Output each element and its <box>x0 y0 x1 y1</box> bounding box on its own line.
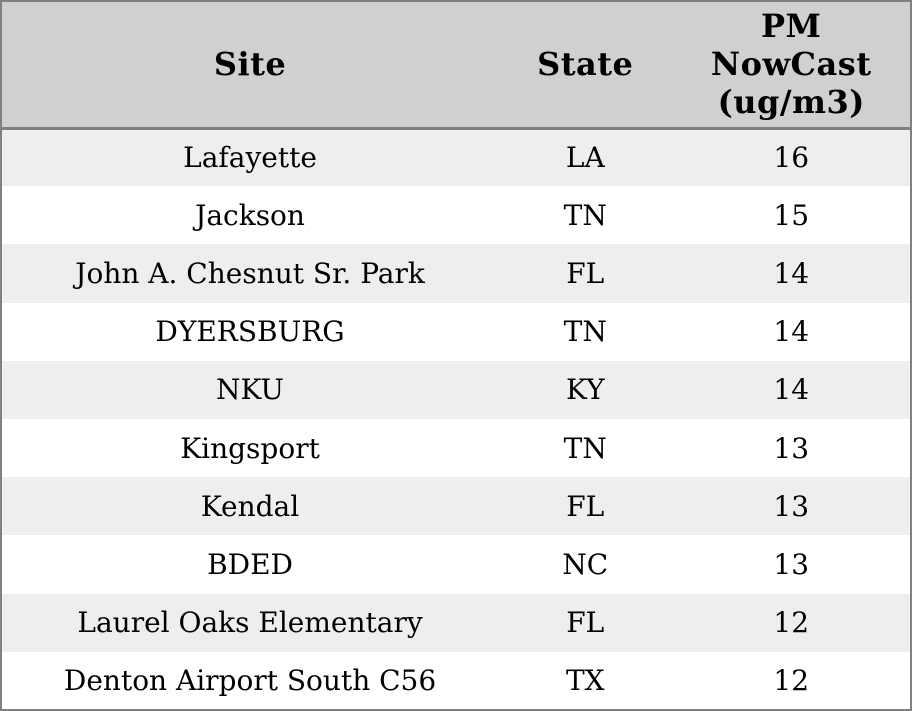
cell-state: TN <box>563 431 607 465</box>
cell-state: NC <box>562 547 609 581</box>
table-row: John A. Chesnut Sr. Park FL 14 <box>1 244 911 303</box>
cell-value: 14 <box>773 373 810 407</box>
header-row: Site State PM NowCast (ug/m3) <box>1 1 911 130</box>
cell-value: 13 <box>773 547 810 581</box>
table-row: Lafayette LA 16 <box>1 128 911 187</box>
table-row: DYERSBURG TN 14 <box>1 302 911 361</box>
cell-state: LA <box>565 141 605 175</box>
table-row: Kendal FL 13 <box>1 477 911 536</box>
cell-value: 13 <box>773 431 810 465</box>
cell-value: 15 <box>773 198 810 232</box>
cell-site: DYERSBURG <box>155 315 345 349</box>
cell-value: 16 <box>773 141 810 175</box>
column-header-pm-nowcast: PM NowCast (ug/m3) <box>672 1 911 130</box>
cell-value: 14 <box>773 256 810 290</box>
cell-value: 12 <box>773 606 810 640</box>
cell-value: 13 <box>773 489 810 523</box>
cell-site: Denton Airport South C56 <box>63 663 437 697</box>
cell-site: John A. Chesnut Sr. Park <box>75 256 425 290</box>
cell-state: TN <box>563 315 607 349</box>
cell-state: FL <box>566 256 605 290</box>
table-row: NKU KY 14 <box>1 360 911 419</box>
cell-site: Lafayette <box>183 141 317 175</box>
table-body: Lafayette LA 16 Jackson TN 15 John A. Chesnut … <box>1 128 911 710</box>
table-row: Denton Airport South C56 TX 12 <box>1 651 911 710</box>
cell-site: Kingsport <box>180 431 320 465</box>
cell-value: 14 <box>773 315 810 349</box>
cell-site: Jackson <box>195 198 305 232</box>
cell-value: 12 <box>773 663 810 697</box>
cell-site: NKU <box>216 373 285 407</box>
column-header-site: Site <box>1 1 499 130</box>
column-header-state: State <box>498 1 673 130</box>
cell-state: FL <box>566 606 605 640</box>
cell-site: Kendal <box>200 489 300 523</box>
cell-site: Laurel Oaks Elementary <box>77 606 423 640</box>
cell-state: TX <box>565 663 605 697</box>
cell-site: BDED <box>207 547 293 581</box>
table-row: Kingsport TN 13 <box>1 418 911 478</box>
table-row: Jackson TN 15 <box>1 186 911 245</box>
cell-state: KY <box>565 373 605 407</box>
table-row: BDED NC 13 <box>1 535 911 594</box>
cell-state: TN <box>563 198 607 232</box>
table-row: Laurel Oaks Elementary FL 12 <box>1 593 911 652</box>
cell-state: FL <box>566 489 605 523</box>
